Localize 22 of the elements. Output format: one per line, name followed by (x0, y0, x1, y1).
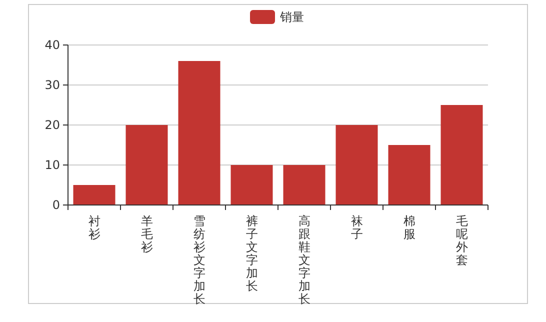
x-tick-label: 羊毛衫 (140, 214, 153, 254)
x-tick-label: 雪纺衫文字加长 (193, 214, 206, 306)
y-tick-label: 0 (52, 198, 60, 212)
bar (178, 61, 220, 205)
x-tick-label: 裤子文字加长 (246, 214, 258, 293)
bar (440, 105, 483, 205)
y-tick-label: 20 (44, 118, 60, 132)
x-tick-label: 袜子 (350, 214, 363, 241)
bar (388, 145, 430, 205)
y-tick-label: 10 (44, 158, 60, 172)
legend-label: 销量 (279, 10, 304, 24)
x-tick-label: 棉服 (403, 214, 416, 241)
bar (126, 125, 168, 205)
y-tick-label: 30 (44, 78, 60, 92)
bar (230, 165, 273, 205)
y-tick-label: 40 (44, 38, 60, 52)
x-tick-label: 衬衫 (88, 214, 100, 241)
bar (336, 125, 378, 205)
x-tick-label: 毛呢外套 (456, 214, 468, 267)
bar (73, 185, 116, 205)
x-tick-label: 高跟鞋文字加长 (298, 214, 310, 306)
bar (283, 165, 326, 205)
